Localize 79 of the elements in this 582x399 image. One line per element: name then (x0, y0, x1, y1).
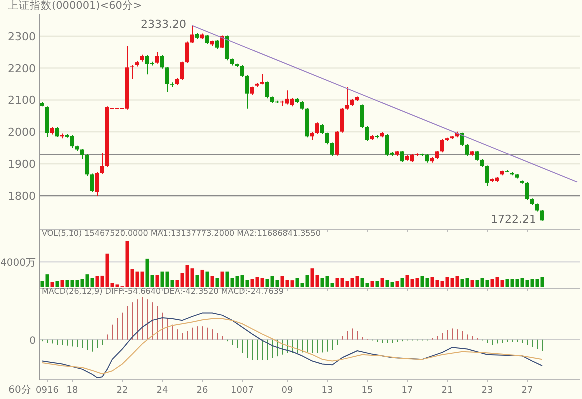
chart-title: 上证指数(000001)<60分> (8, 0, 142, 12)
candlestick (340, 108, 344, 134)
candlestick (336, 130, 340, 156)
y-tick-label: 2000 (8, 126, 36, 140)
candlestick (246, 74, 250, 110)
bar (400, 278, 404, 287)
annotation: 1722.21 (491, 212, 536, 226)
candlestick (346, 86, 350, 110)
bar (470, 280, 474, 287)
candlestick (330, 142, 334, 157)
x-tick-label: 09 (282, 386, 294, 396)
x-axis-title: 60分 (8, 384, 32, 396)
candlestick (540, 210, 544, 222)
bar (210, 276, 214, 287)
candlestick (360, 104, 364, 129)
bar (220, 272, 224, 287)
ref-line-label: 0 (30, 336, 36, 347)
x-tick-label: 26 (196, 386, 208, 396)
x-tick-label: 23 (482, 386, 494, 396)
x-tick-label: 1007 (231, 386, 254, 396)
candlestick (90, 173, 94, 193)
candlestick (320, 124, 324, 135)
candlestick (180, 61, 184, 81)
candlestick (400, 150, 404, 164)
y-tick-label: 2300 (8, 30, 36, 44)
candlestick (440, 139, 444, 154)
candlestick (86, 154, 90, 177)
x-tick-label: 17 (402, 386, 414, 396)
y-tick-label: 1800 (8, 190, 36, 204)
x-tick-label: 21 (442, 386, 454, 396)
candlestick (96, 172, 100, 197)
candlestick (190, 25, 194, 44)
candlestick (226, 35, 230, 62)
candlestick (366, 126, 370, 142)
candlestick (266, 81, 270, 100)
bar (156, 275, 160, 287)
bar (60, 280, 64, 287)
candlestick (160, 55, 164, 70)
bar (216, 278, 220, 287)
candlestick (326, 132, 330, 146)
bar (56, 281, 60, 287)
annotation: 2333.20 (141, 18, 186, 31)
x-tick-label: 15 (362, 386, 374, 396)
candlestick (166, 66, 170, 93)
bar (200, 270, 204, 287)
bar (380, 278, 384, 287)
x-tick-label: 27 (522, 386, 534, 396)
bar (370, 281, 374, 287)
candlestick (186, 41, 190, 64)
candlestick (220, 35, 224, 49)
x-tick-label: 22 (116, 386, 128, 396)
x-tick-label: 0916 (36, 386, 60, 396)
candlestick (240, 64, 244, 78)
chart-title: MACD(26,12,9) DIFF:-54.6640 DEA:-42.3520 MACD:-24.7639 (42, 287, 284, 296)
bar (376, 281, 380, 287)
y-tick-label: 1900 (8, 158, 36, 172)
candlestick (100, 152, 104, 175)
ref-line-label: 4000万 (0, 258, 36, 270)
chart-title: VOL(5,10) 15467520.0000 MA1:13137773.2000 MA2:11686841.3550 (42, 229, 321, 238)
x-tick-label: 13 (322, 386, 334, 396)
candlestick (56, 126, 60, 138)
bar (396, 281, 400, 287)
candlestick (80, 148, 84, 160)
y-tick-label: 2200 (8, 62, 36, 76)
candlestick (486, 165, 490, 187)
candlestick (156, 52, 160, 64)
candlestick (260, 74, 264, 86)
candlestick (460, 132, 464, 147)
candlestick (316, 122, 320, 135)
x-tick-label: 24 (156, 386, 168, 396)
candlestick (130, 64, 134, 80)
candlestick (476, 150, 480, 162)
bar (196, 275, 200, 287)
candlestick (526, 182, 530, 201)
candlestick (466, 144, 470, 157)
y-tick-label: 2100 (8, 94, 36, 108)
x-tick-label: 18 (66, 386, 78, 396)
bar (50, 282, 54, 287)
bar (206, 272, 210, 287)
